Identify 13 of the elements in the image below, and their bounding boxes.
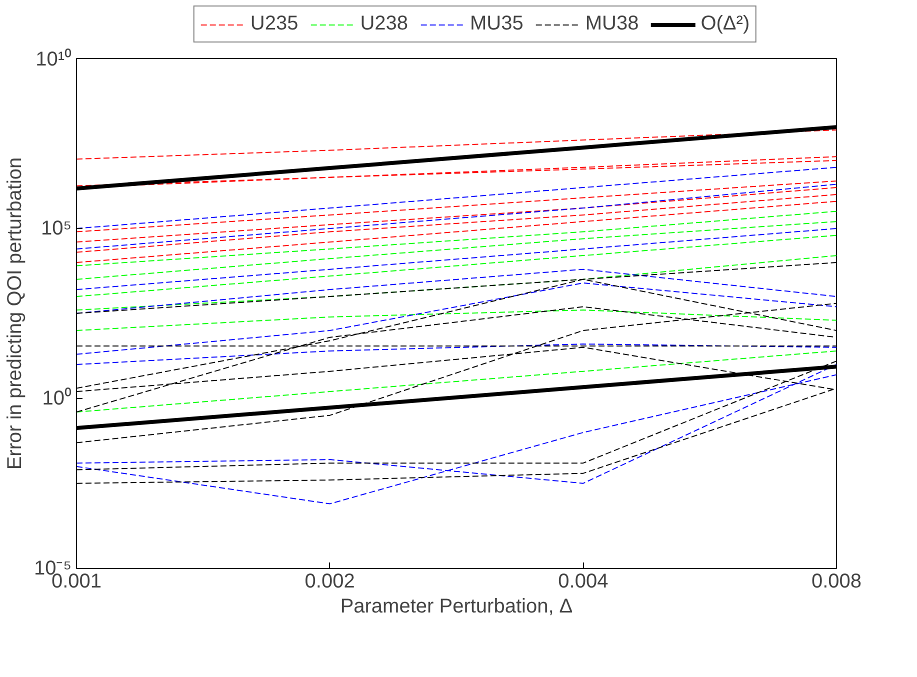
legend-label: MU38 [585, 12, 639, 36]
legend-label: MU35 [470, 12, 524, 36]
x-tick-label: 0.004 [558, 570, 608, 592]
legend-label: U235 [250, 12, 298, 36]
x-tick-label: 0.002 [304, 570, 355, 592]
y-tick-label: 10⁵ [40, 218, 72, 240]
y-tick-label: 10¹⁰ [36, 48, 72, 70]
y-axis-title: Error in predicting QOI perturbation [4, 157, 26, 470]
legend-label: U238 [360, 12, 408, 36]
y-tick-label: 10⁰ [42, 386, 72, 410]
x-tick-label: 0.008 [811, 570, 862, 592]
legend-label: O(Δ²) [700, 12, 750, 36]
x-axis-title: Parameter Perturbation, Δ [340, 596, 573, 618]
